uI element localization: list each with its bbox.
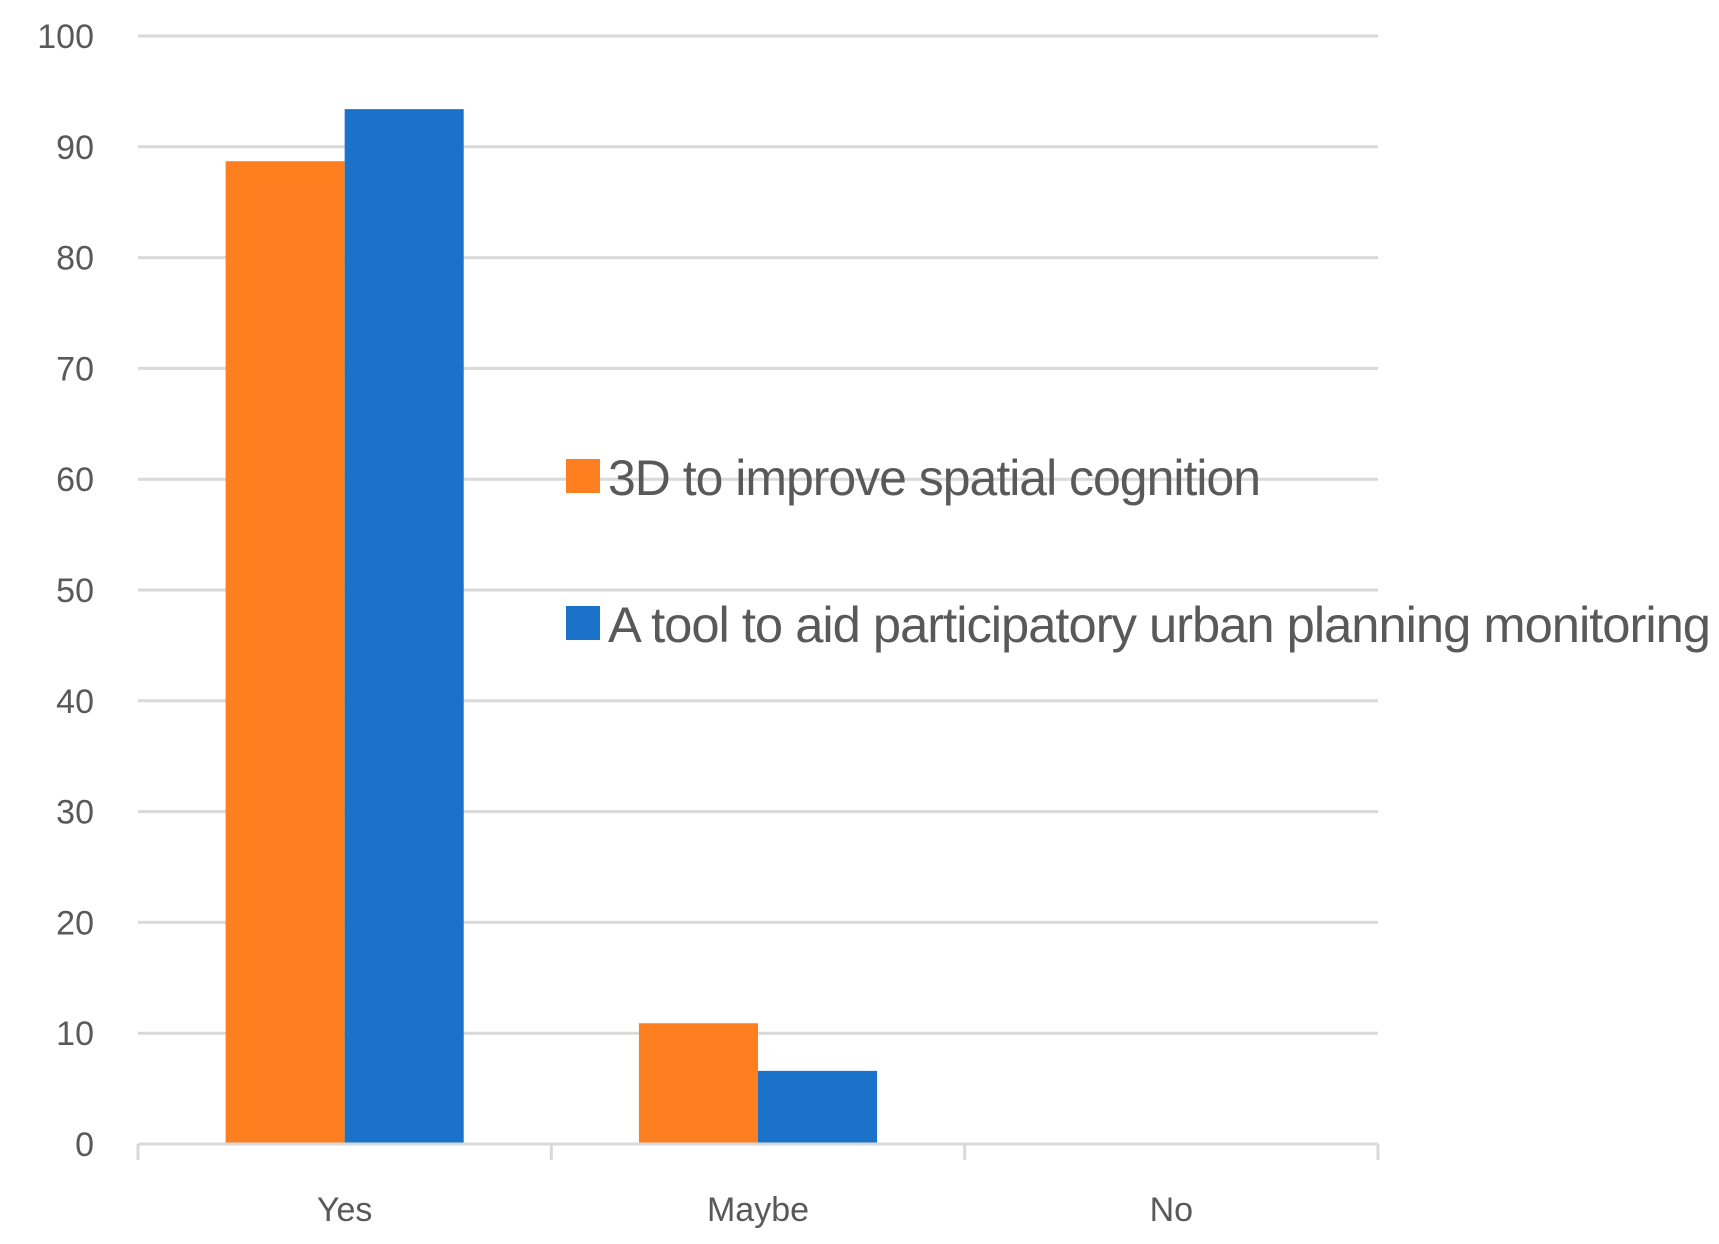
y-tick-label: 10 <box>56 1015 94 1053</box>
x-tick-label: Yes <box>317 1191 372 1229</box>
x-axis <box>136 1142 1380 1160</box>
bar-maybe-series-1 <box>638 1023 758 1144</box>
y-tick-label: 80 <box>56 240 94 278</box>
bar-yes-series-2 <box>344 109 464 1144</box>
y-tick-label: 100 <box>37 18 94 56</box>
bar-yes-series-1 <box>225 161 345 1145</box>
y-tick-label: 0 <box>75 1126 94 1164</box>
legend: 3D to improve spatial cognition A tool to… <box>566 450 1711 653</box>
bars <box>225 109 878 1145</box>
x-axis-tick-labels: Yes Maybe No <box>317 1191 1193 1229</box>
y-tick-label: 60 <box>56 461 94 499</box>
x-tick-label: No <box>1150 1191 1193 1229</box>
y-tick-label: 40 <box>56 683 94 721</box>
legend-label-series-1: 3D to improve spatial cognition <box>608 450 1260 506</box>
y-axis-tick-labels: 0 10 20 30 40 50 60 70 80 90 100 <box>37 18 94 1164</box>
legend-label-series-2: A tool to aid participatory urban planni… <box>608 597 1710 653</box>
x-tick-label: Maybe <box>707 1191 809 1229</box>
y-tick-label: 90 <box>56 129 94 167</box>
y-tick-label: 70 <box>56 350 94 388</box>
bar-maybe-series-2 <box>758 1070 878 1144</box>
y-tick-label: 20 <box>56 904 94 942</box>
y-tick-label: 50 <box>56 572 94 610</box>
legend-swatch-series-2 <box>566 606 600 640</box>
legend-swatch-series-1 <box>566 459 600 493</box>
y-tick-label: 30 <box>56 794 94 832</box>
